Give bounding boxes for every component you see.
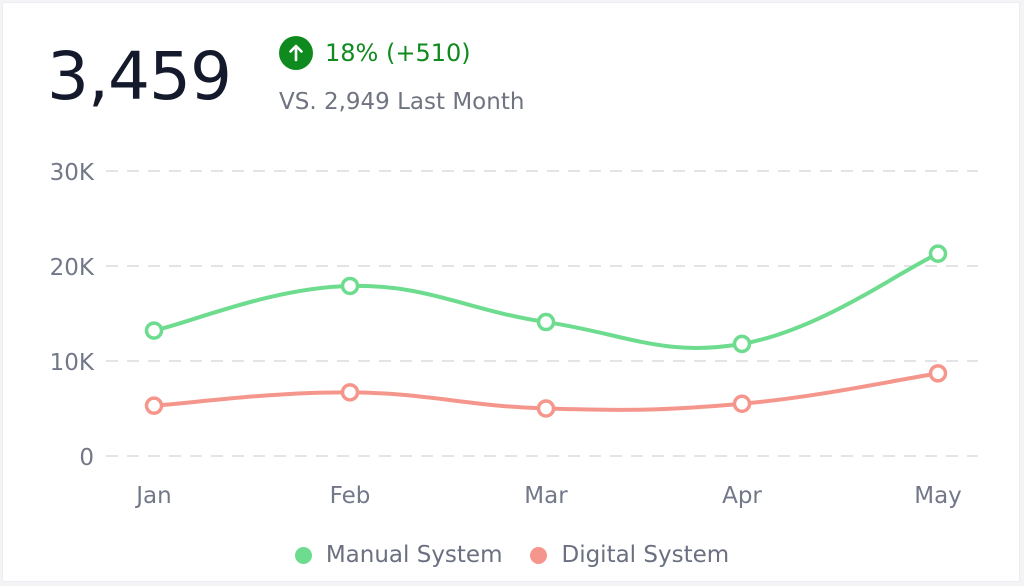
arrow-up-icon [279, 36, 313, 70]
chart-legend: Manual System Digital System [0, 538, 1024, 572]
data-point [144, 396, 164, 415]
y-tick-label: 20K [50, 255, 95, 281]
legend-label: Digital System [561, 542, 730, 568]
comparison-text: VS. 2,949 Last Month [279, 89, 525, 115]
y-tick-label: 10K [50, 350, 95, 376]
legend-item[interactable]: Manual System [294, 542, 503, 568]
x-tick-label: Mar [524, 483, 568, 509]
y-tick-label: 30K [50, 160, 95, 186]
change-indicator: 18% (+510) [279, 35, 471, 71]
data-point [536, 399, 556, 418]
data-point [732, 334, 752, 354]
x-tick-label: Feb [330, 483, 371, 509]
data-point [536, 312, 556, 332]
legend-item[interactable]: Digital System [530, 542, 729, 568]
data-point [340, 383, 360, 402]
data-point [340, 276, 360, 296]
y-tick-label: 0 [79, 445, 94, 471]
legend-marker [294, 546, 312, 564]
series-line-1 [152, 251, 940, 350]
data-point [928, 364, 948, 383]
data-point [732, 394, 752, 413]
data-point [928, 244, 948, 263]
data-point [144, 321, 164, 340]
x-tick-label: Apr [722, 483, 762, 509]
x-tick-label: May [914, 483, 962, 509]
legend-marker [530, 546, 548, 564]
legend-label: Manual System [325, 542, 503, 568]
x-tick-label: Jan [134, 483, 171, 509]
change-percent: 18% (+510) [325, 39, 471, 67]
metric-value: 3,459 [47, 38, 232, 115]
